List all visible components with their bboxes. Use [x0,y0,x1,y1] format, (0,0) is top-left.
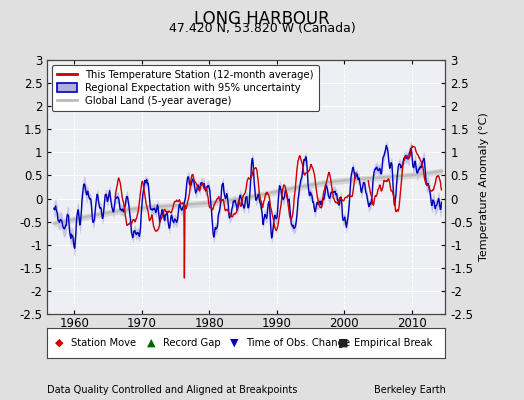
Text: ▼: ▼ [231,338,239,348]
Text: LONG HARBOUR: LONG HARBOUR [194,10,330,28]
Legend: This Temperature Station (12-month average), Regional Expectation with 95% uncer: This Temperature Station (12-month avera… [52,65,319,111]
Text: Station Move: Station Move [71,338,136,348]
Text: Empirical Break: Empirical Break [354,338,432,348]
Y-axis label: Temperature Anomaly (°C): Temperature Anomaly (°C) [479,113,489,261]
Text: ▲: ▲ [147,338,155,348]
Text: 47.420 N, 53.820 W (Canada): 47.420 N, 53.820 W (Canada) [169,22,355,35]
Text: ◆: ◆ [55,338,63,348]
Text: Berkeley Earth: Berkeley Earth [374,385,445,395]
Text: ■: ■ [338,338,348,348]
Text: Time of Obs. Change: Time of Obs. Change [246,338,351,348]
Text: Record Gap: Record Gap [162,338,220,348]
Text: Data Quality Controlled and Aligned at Breakpoints: Data Quality Controlled and Aligned at B… [47,385,298,395]
